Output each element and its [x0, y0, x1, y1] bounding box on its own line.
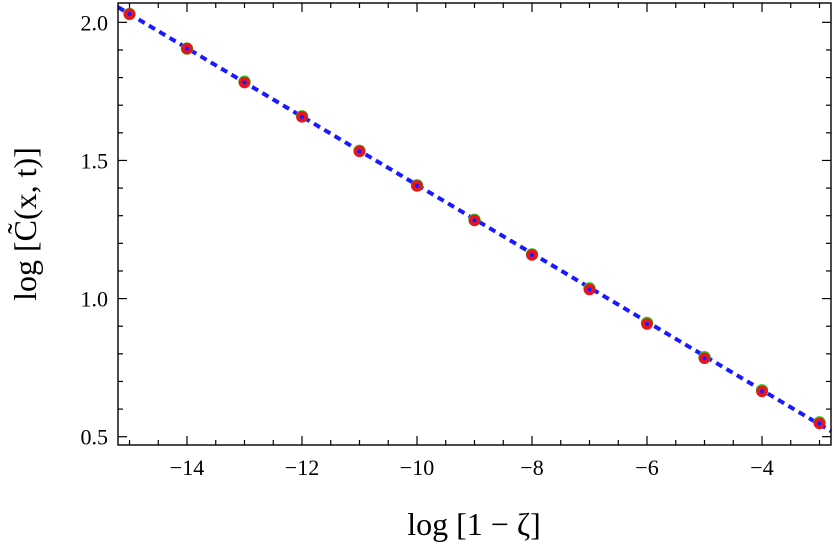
x-tick-label: −6 — [635, 455, 658, 480]
line-overlay-dot — [127, 12, 132, 17]
y-tick-labels: 0.5 1.0 1.5 2.0 — [81, 10, 109, 449]
x-axis-label: log [1 − ζ] — [407, 506, 541, 542]
line-overlay-dot — [645, 322, 649, 327]
y-axis-label: log [C̃(x, t)] — [7, 147, 43, 301]
plot-frame — [117, 2, 832, 446]
x-tick-label: −8 — [520, 455, 543, 480]
line-overlay-dot — [587, 287, 592, 292]
ticks-layer — [118, 3, 831, 445]
x-tick-label: −4 — [750, 455, 773, 480]
y-tick-label: 1.5 — [81, 148, 109, 173]
x-tick-label: −12 — [285, 455, 319, 480]
line-overlay-dot — [760, 389, 764, 394]
line-overlay-dot — [472, 218, 477, 223]
line-overlay-dot — [415, 183, 419, 188]
line-overlay-dot — [185, 46, 189, 51]
y-tick-label: 2.0 — [81, 10, 109, 35]
line-overlay-dot — [702, 356, 707, 361]
line-overlay-dot — [242, 80, 247, 85]
line-overlay-dot — [300, 114, 304, 119]
y-tick-label: 1.0 — [81, 287, 109, 312]
x-tick-label: −14 — [170, 455, 204, 480]
x-tick-labels: −14 −12 −10 −8 −6 −4 — [170, 455, 774, 480]
line-overlay-dot — [357, 149, 362, 154]
line-overlay-dot — [817, 421, 822, 426]
x-tick-label: −10 — [400, 455, 434, 480]
points-layer — [123, 7, 826, 430]
y-tick-label: 0.5 — [81, 425, 109, 450]
line-overlay-dot — [530, 252, 534, 257]
